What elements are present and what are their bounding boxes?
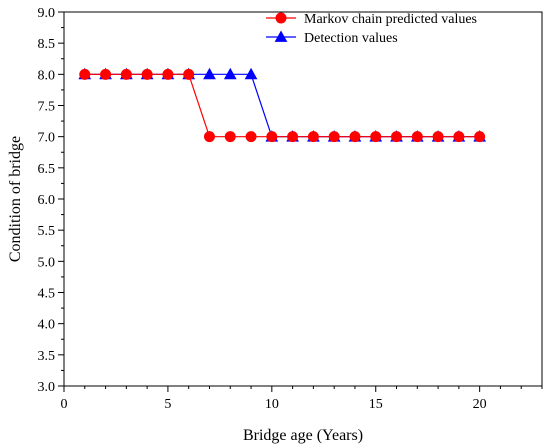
- data-point: [349, 131, 361, 143]
- y-tick-label: 9.0: [38, 6, 56, 21]
- data-point: [120, 68, 132, 80]
- data-point: [391, 131, 403, 143]
- x-tick-label: 10: [265, 397, 279, 412]
- data-point: [244, 67, 258, 80]
- data-point: [203, 67, 216, 80]
- x-tick-label: 20: [473, 397, 487, 412]
- data-point: [474, 131, 486, 143]
- data-point: [141, 68, 153, 80]
- legend-label: Detection values: [304, 31, 398, 46]
- data-point: [266, 131, 278, 143]
- y-tick-label: 7.5: [38, 100, 56, 115]
- series-line: [84, 73, 480, 138]
- data-point: [453, 131, 465, 143]
- y-tick-label: 6.5: [38, 162, 56, 177]
- x-tick-label: 0: [61, 397, 68, 412]
- y-tick-label: 8.0: [38, 68, 56, 83]
- data-point: [411, 131, 423, 143]
- y-tick-label: 5.5: [38, 224, 56, 239]
- y-tick-label: 3.5: [38, 349, 56, 364]
- y-tick-label: 5.0: [38, 255, 56, 270]
- data-point: [162, 68, 174, 80]
- x-tick-label: 15: [369, 397, 383, 412]
- data-point: [100, 68, 112, 80]
- data-point: [79, 68, 91, 80]
- y-tick-label: 8.5: [38, 37, 56, 52]
- series-group: [78, 67, 487, 143]
- legend-label: Markov chain predicted values: [304, 12, 477, 27]
- y-axis-title: Condition of bridge: [7, 136, 24, 262]
- series-line: [84, 73, 480, 138]
- legend-marker: [274, 30, 288, 42]
- x-tick-label: 5: [164, 397, 171, 412]
- y-tick-label: 7.0: [38, 131, 56, 146]
- series-markov-predicted: [79, 68, 486, 143]
- y-tick-label: 6.0: [38, 193, 56, 208]
- legend-marker: [275, 12, 287, 24]
- ticks: 0 5 10 15 20 3.0 3.5 4.0 4.5 5.0 5.5 6.0 6.5 7.0 7.5 8.…: [38, 6, 543, 412]
- y-tick-label: 4.5: [38, 287, 56, 302]
- data-point: [328, 131, 340, 143]
- legend-item: Markov chain predicted values: [266, 12, 477, 27]
- y-tick-label: 4.0: [38, 318, 56, 333]
- series-detection: [78, 67, 487, 142]
- data-point: [223, 67, 237, 80]
- plot-frame: [63, 11, 543, 387]
- y-tick-label: 3.0: [38, 380, 56, 395]
- data-point: [287, 131, 299, 143]
- data-point: [245, 131, 257, 143]
- legend: Markov chain predicted values Detection v…: [266, 12, 477, 46]
- legend-item: Detection values: [266, 30, 398, 46]
- data-point: [370, 131, 382, 143]
- data-point: [183, 68, 195, 80]
- data-point: [224, 131, 236, 143]
- data-point: [307, 131, 319, 143]
- data-point: [203, 131, 215, 143]
- data-point: [432, 131, 444, 143]
- axes: [63, 11, 543, 387]
- x-axis-title: Bridge age (Years): [243, 427, 363, 444]
